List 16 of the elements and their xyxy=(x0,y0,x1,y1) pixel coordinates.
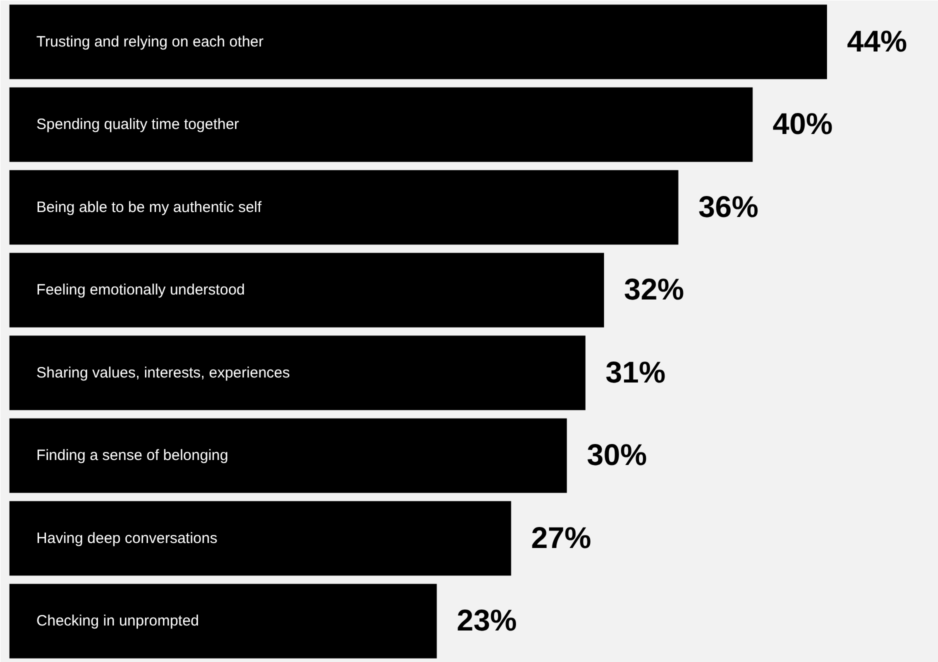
data-label: 44% xyxy=(847,25,908,58)
y-tick-label: Checking in unprompted xyxy=(36,612,200,630)
data-label: 27% xyxy=(531,522,592,555)
y-tick-label: Having deep conversations xyxy=(36,530,218,547)
data-label: 40% xyxy=(772,108,833,142)
y-tick-label: Sharing values, interests, experiences xyxy=(36,364,290,382)
data-label: 31% xyxy=(605,356,666,390)
data-label: 32% xyxy=(624,274,684,307)
y-tick-label: Trusting and relying on each other xyxy=(36,33,264,50)
y-tick-label: Finding a sense of belonging xyxy=(36,447,228,464)
y-tick-label: Being able to be my authentic self xyxy=(36,198,262,216)
y-tick-label: Spending quality time together xyxy=(36,116,240,134)
y-tick-label: Feeling emotionally understood xyxy=(36,282,245,299)
data-label: 30% xyxy=(586,439,647,472)
data-label: 23% xyxy=(456,604,517,638)
data-label: 36% xyxy=(698,190,758,224)
